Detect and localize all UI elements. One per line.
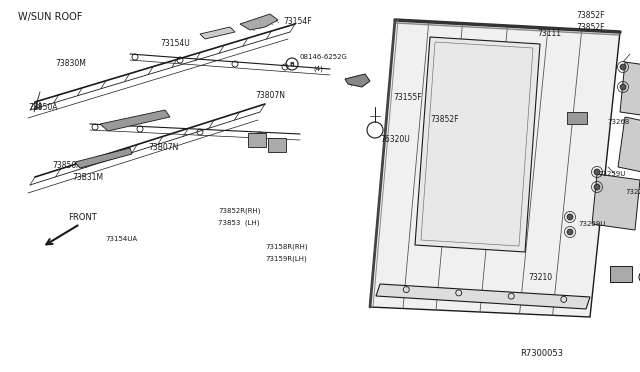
Polygon shape [376, 284, 590, 309]
Circle shape [567, 229, 573, 235]
Text: 08146-6252G: 08146-6252G [300, 54, 348, 60]
Polygon shape [200, 27, 235, 39]
Circle shape [594, 184, 600, 190]
Text: 73853  (LH): 73853 (LH) [218, 220, 259, 226]
Text: 73830M: 73830M [55, 60, 86, 68]
Text: 73852F: 73852F [430, 115, 458, 125]
Text: 73154F: 73154F [283, 17, 312, 26]
Circle shape [567, 214, 573, 220]
Text: 73111: 73111 [537, 29, 561, 38]
Circle shape [620, 84, 626, 90]
Text: 73220AB: 73220AB [625, 189, 640, 195]
Text: 73852R(RH): 73852R(RH) [218, 208, 260, 214]
Text: 73155F: 73155F [393, 93, 422, 102]
Text: 73850A: 73850A [28, 103, 58, 112]
Polygon shape [75, 148, 132, 168]
Bar [610, 266, 632, 282]
Text: 73159R(LH): 73159R(LH) [265, 256, 307, 262]
Circle shape [594, 169, 600, 175]
Text: 73158R(RH): 73158R(RH) [265, 244, 308, 250]
Text: 73154U: 73154U [160, 39, 189, 48]
Polygon shape [100, 110, 170, 131]
Text: R7300053: R7300053 [520, 350, 563, 359]
Text: (4): (4) [313, 66, 323, 72]
Circle shape [620, 64, 626, 70]
Text: 73259U: 73259U [578, 221, 605, 227]
Text: 73154UA: 73154UA [105, 236, 137, 242]
Bar [567, 112, 587, 124]
Text: 73B07N: 73B07N [148, 142, 179, 151]
Text: 73852F: 73852F [576, 22, 605, 32]
Text: 73852F: 73852F [576, 10, 605, 19]
Polygon shape [618, 117, 640, 174]
Text: 73B31M: 73B31M [72, 173, 103, 183]
Text: FRONT: FRONT [68, 212, 97, 221]
Polygon shape [240, 14, 278, 30]
Polygon shape [620, 62, 640, 117]
Polygon shape [415, 37, 540, 252]
Text: 73850AA: 73850AA [52, 160, 87, 170]
Text: B: B [289, 61, 294, 67]
Polygon shape [370, 20, 620, 317]
Text: 73268: 73268 [607, 119, 629, 125]
Text: W/SUN ROOF: W/SUN ROOF [18, 12, 83, 22]
Bar [248, 133, 266, 147]
Text: 73807N: 73807N [255, 90, 285, 99]
Text: 76320U: 76320U [380, 135, 410, 144]
Text: 73210: 73210 [528, 273, 552, 282]
Polygon shape [345, 74, 370, 87]
Polygon shape [592, 174, 640, 230]
Bar [268, 138, 286, 152]
Text: 73259U: 73259U [598, 171, 625, 177]
